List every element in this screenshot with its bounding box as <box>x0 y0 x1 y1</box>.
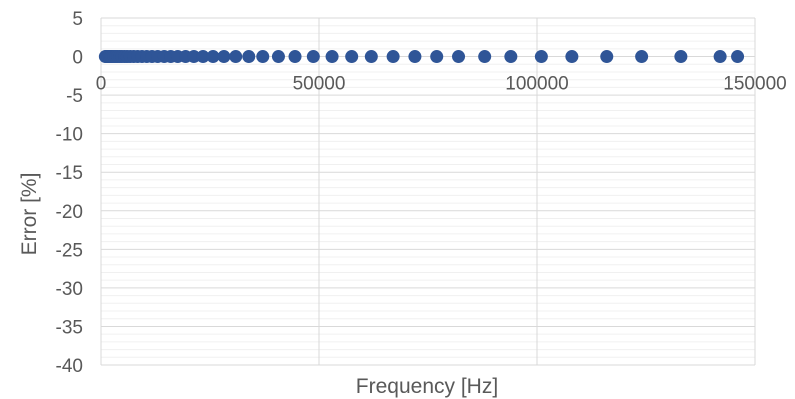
major-gridlines <box>100 17 756 366</box>
data-point <box>196 50 210 64</box>
data-point <box>271 50 285 64</box>
y-tick-label: -20 <box>56 202 83 223</box>
x-tick-label: 100000 <box>505 74 568 95</box>
data-point <box>504 50 518 64</box>
data-point <box>478 50 492 64</box>
y-tick-labels: 5 0 -5 -10 -15 -20 -25 -30 -35 -40 <box>56 9 83 377</box>
x-tick-label: 0 <box>96 74 107 95</box>
minor-gridlines <box>101 25 755 358</box>
data-point <box>229 50 243 64</box>
data-point <box>217 50 231 64</box>
y-tick-label: 0 <box>72 48 83 69</box>
y-tick-label: -10 <box>56 125 83 146</box>
data-point <box>256 50 270 64</box>
y-axis-title: Error [%] <box>18 173 41 256</box>
data-point <box>408 50 422 64</box>
data-point <box>206 50 220 64</box>
data-points <box>98 50 745 64</box>
data-point <box>452 50 466 64</box>
data-point <box>534 50 548 64</box>
y-tick-label: -40 <box>56 356 83 377</box>
y-tick-label: 5 <box>72 9 83 30</box>
data-point <box>674 50 688 64</box>
x-tick-label: 50000 <box>293 74 346 95</box>
y-tick-label: -15 <box>56 163 83 184</box>
data-point <box>364 50 378 64</box>
data-point <box>288 50 302 64</box>
data-point <box>386 50 400 64</box>
data-point <box>713 50 727 64</box>
data-point <box>565 50 579 64</box>
data-point <box>731 50 745 64</box>
y-tick-label: -35 <box>56 317 83 338</box>
data-point <box>325 50 339 64</box>
data-point <box>187 50 201 64</box>
data-point <box>242 50 256 64</box>
data-point <box>345 50 359 64</box>
y-tick-label: -30 <box>56 279 83 300</box>
x-tick-label: 150000 <box>723 74 786 95</box>
y-tick-label: -25 <box>56 240 83 261</box>
data-point <box>430 50 444 64</box>
x-axis-title: Frequency [Hz] <box>356 375 498 398</box>
x-tick-labels: 0 50000 100000 150000 <box>96 74 787 95</box>
data-point <box>600 50 614 64</box>
data-point <box>306 50 320 64</box>
y-tick-label: -5 <box>66 86 83 107</box>
data-point <box>635 50 649 64</box>
